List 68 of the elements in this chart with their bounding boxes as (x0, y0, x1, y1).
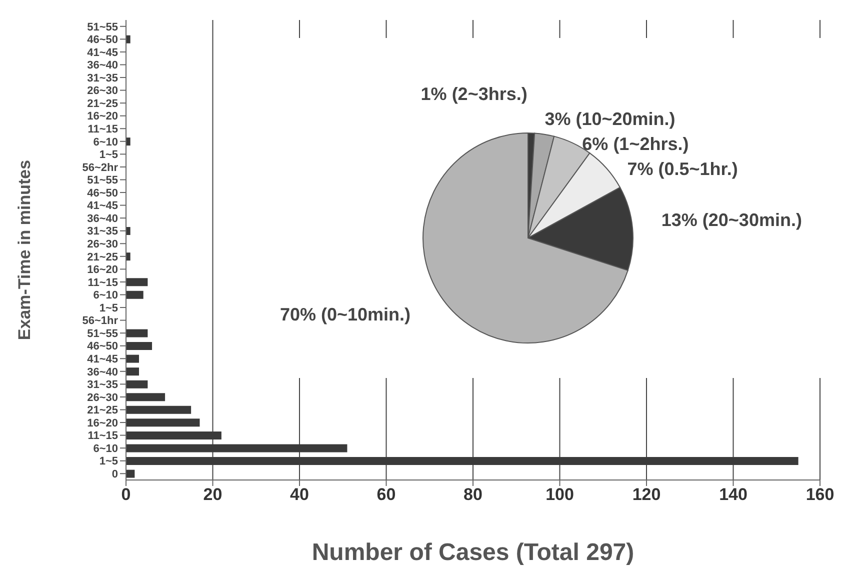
bar (126, 380, 148, 388)
bar (126, 227, 130, 235)
x-tick-label: 140 (719, 485, 748, 504)
bar (126, 35, 130, 44)
y-tick-label: 1~5 (99, 456, 118, 468)
y-tick-label: 0 (112, 468, 118, 481)
bar (126, 393, 166, 402)
slice-label: 13% (20~30min.) (661, 210, 802, 230)
y-tick-label: 51~55 (87, 21, 118, 34)
y-tick-label: 21~25 (87, 404, 118, 417)
x-axis-title: Number of Cases (Total 297) (312, 539, 634, 566)
x-tick-label: 100 (546, 485, 574, 504)
x-tick-label: 40 (290, 485, 309, 504)
slice-label: 70% (0~10min.) (280, 304, 411, 325)
y-tick-label: 6~10 (93, 290, 118, 302)
y-tick-label: 16~20 (87, 264, 118, 276)
bar (126, 278, 148, 286)
bar (126, 252, 130, 261)
bar (126, 329, 148, 338)
y-tick-label: 6~10 (93, 136, 118, 148)
bar (126, 354, 140, 363)
bar (126, 470, 135, 478)
bar (126, 290, 144, 299)
y-tick-label: 31~35 (87, 72, 118, 84)
y-tick-label: 56~1hr (82, 315, 119, 328)
y-tick-label: 26~30 (87, 85, 118, 98)
slice-label: 6% (1~2hrs.) (582, 134, 689, 154)
y-tick-label: 31~35 (87, 226, 118, 238)
y-tick-label: 46~50 (87, 187, 118, 200)
y-tick-label: 46~50 (87, 340, 118, 353)
y-tick-label: 21~25 (87, 251, 118, 264)
y-axis-title: Exam-Time in minutes (15, 160, 34, 340)
y-tick-label: 1~5 (99, 149, 118, 162)
y-tick-label: 6~10 (93, 442, 118, 455)
y-tick-label: 26~30 (87, 392, 118, 404)
y-tick-label: 36~40 (87, 60, 118, 72)
x-tick-label: 60 (376, 485, 396, 504)
y-tick-label: 41~45 (87, 200, 118, 212)
y-tick-label: 11~15 (88, 430, 118, 442)
bar (126, 138, 130, 146)
y-tick-label: 1~5 (99, 302, 118, 314)
bar (126, 368, 140, 376)
bar (126, 418, 200, 427)
y-tick-label: 51~55 (87, 174, 118, 187)
y-tick-label: 16~20 (87, 417, 118, 430)
slice-label: 3% (10~20min.) (544, 109, 676, 130)
x-tick-label: 20 (203, 485, 222, 504)
y-tick-label: 11~15 (88, 124, 118, 136)
bar (126, 342, 152, 350)
bar (126, 406, 192, 414)
x-tick-label: 0 (121, 485, 131, 504)
y-tick-label: 36~40 (87, 212, 118, 225)
y-tick-label: 41~45 (87, 46, 118, 59)
x-tick-label: 160 (806, 485, 834, 504)
slice-label: 7% (0.5~1hr.) (627, 159, 738, 180)
y-tick-label: 36~40 (87, 366, 118, 378)
x-tick-label: 120 (632, 485, 661, 504)
y-tick-label: 11~15 (88, 276, 118, 289)
y-tick-label: 21~25 (87, 98, 118, 110)
x-tick-label: 80 (464, 485, 482, 504)
y-tick-label: 16~20 (87, 110, 118, 123)
y-tick-label: 56~2hr (82, 162, 119, 174)
y-tick-label: 51~55 (87, 328, 118, 340)
y-tick-label: 46~50 (87, 34, 118, 46)
slice-label: 1% (2~3hrs.) (420, 84, 528, 104)
y-tick-label: 41~45 (87, 354, 118, 366)
y-tick-label: 26~30 (87, 238, 118, 251)
y-tick-label: 31~35 (87, 379, 118, 392)
